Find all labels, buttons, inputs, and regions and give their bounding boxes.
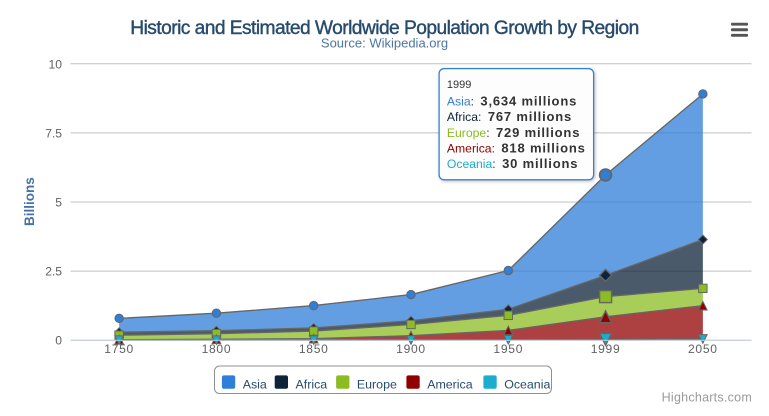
svg-text:1900: 1900 bbox=[396, 342, 426, 356]
svg-text:1999: 1999 bbox=[447, 79, 471, 91]
svg-text:Oceania: 30 millions: Oceania: 30 millions bbox=[447, 156, 578, 171]
svg-text:America: America bbox=[427, 377, 473, 391]
svg-text:Europe: Europe bbox=[357, 377, 397, 391]
svg-text:Africa: 767 millions: Africa: 767 millions bbox=[447, 109, 572, 124]
svg-text:1850: 1850 bbox=[299, 342, 329, 356]
svg-text:1950: 1950 bbox=[493, 342, 523, 356]
svg-text:10: 10 bbox=[49, 57, 63, 71]
svg-text:5: 5 bbox=[55, 196, 62, 210]
svg-text:Asia: Asia bbox=[243, 377, 267, 391]
svg-text:2.5: 2.5 bbox=[45, 265, 62, 279]
svg-text:Billions: Billions bbox=[22, 177, 37, 226]
svg-text:Africa: Africa bbox=[296, 377, 328, 391]
svg-text:Source: Wikipedia.org: Source: Wikipedia.org bbox=[321, 36, 448, 51]
svg-text:1800: 1800 bbox=[202, 342, 232, 356]
svg-text:Europe: 729 millions: Europe: 729 millions bbox=[447, 125, 580, 140]
svg-text:0: 0 bbox=[55, 334, 62, 348]
svg-text:Historic and Estimated Worldwi: Historic and Estimated Worldwide Populat… bbox=[130, 18, 638, 39]
svg-text:America: 818 millions: America: 818 millions bbox=[447, 140, 586, 155]
svg-text:7.5: 7.5 bbox=[45, 126, 62, 140]
svg-text:1750: 1750 bbox=[104, 342, 134, 356]
svg-text:2050: 2050 bbox=[688, 342, 718, 356]
svg-text:Asia: 3,634 millions: Asia: 3,634 millions bbox=[447, 94, 577, 109]
svg-text:Oceania: Oceania bbox=[504, 377, 550, 391]
svg-text:Highcharts.com: Highcharts.com bbox=[662, 390, 752, 404]
svg-text:1999: 1999 bbox=[591, 342, 621, 356]
